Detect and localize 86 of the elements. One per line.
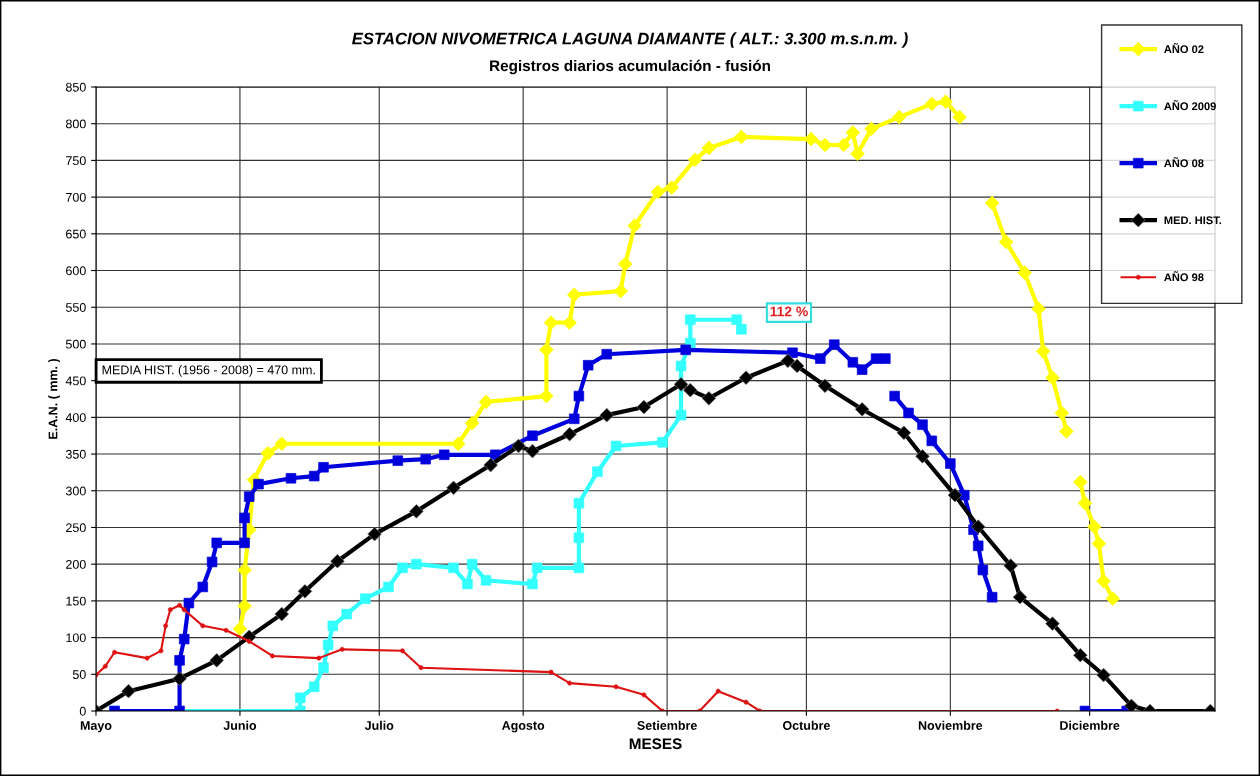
- x-tick-label: Agosto: [501, 721, 545, 733]
- point: [309, 681, 320, 692]
- y-tick-label: 450: [65, 376, 86, 386]
- point: [977, 564, 989, 576]
- point: [854, 402, 870, 417]
- point: [322, 639, 334, 651]
- point: [197, 581, 208, 593]
- point: [1031, 301, 1046, 316]
- x-tick-label: Noviembre: [918, 720, 983, 730]
- point: [734, 129, 749, 145]
- y-tick-label: 700: [66, 192, 86, 202]
- point: [573, 562, 585, 574]
- point: [947, 487, 963, 503]
- point: [341, 608, 352, 620]
- y-tick-label: 600: [66, 266, 86, 276]
- chart-title: ESTACION NIVOMETRICA LAGUNA DIAMANTE ( ALT.: 3.300 m.s.n.m. ): [352, 32, 908, 48]
- legend-label: MED. HIST.: [1164, 216, 1222, 225]
- point: [392, 455, 404, 466]
- point: [685, 314, 696, 325]
- y-tick-label: 200: [66, 559, 86, 569]
- point: [446, 480, 461, 496]
- annotation: 112 %: [770, 306, 808, 317]
- legend-label: AÑO 08: [1164, 157, 1204, 168]
- point: [309, 470, 320, 482]
- point: [675, 409, 687, 421]
- point: [531, 562, 543, 574]
- legend-label: AÑO 98: [1164, 271, 1204, 282]
- point: [618, 256, 633, 272]
- x-tick-label: Octubre: [782, 720, 830, 730]
- point: [683, 382, 698, 398]
- point: [327, 620, 339, 632]
- point: [330, 554, 345, 569]
- point: [211, 537, 222, 549]
- y-tick-label: 100: [66, 633, 86, 643]
- point: [915, 449, 930, 464]
- x-axis-title: MESES: [629, 738, 682, 750]
- y-tick-label: 400: [65, 413, 86, 423]
- x-tick-label: Junio: [223, 720, 257, 730]
- point: [847, 357, 859, 368]
- y-tick-label: 150: [66, 596, 86, 606]
- point: [972, 540, 984, 552]
- point: [121, 683, 136, 699]
- point: [613, 283, 628, 299]
- legend-label: AÑO 2009: [1164, 100, 1216, 111]
- point: [850, 146, 865, 162]
- point: [1073, 474, 1088, 490]
- y-tick-label: 250: [66, 523, 86, 533]
- y-tick-label: 850: [65, 82, 86, 92]
- point: [687, 152, 703, 167]
- y-tick-label: 500: [65, 339, 86, 349]
- point: [569, 413, 580, 425]
- x-tick-label: Julio: [364, 720, 394, 730]
- y-tick-label: 300: [65, 486, 86, 496]
- point: [295, 692, 306, 703]
- y-tick-label: 350: [65, 449, 86, 459]
- point: [420, 453, 431, 465]
- point: [206, 556, 218, 568]
- y-tick-label: 650: [66, 229, 86, 239]
- point: [183, 597, 195, 609]
- y-tick-label: 50: [72, 670, 86, 679]
- point: [511, 438, 526, 454]
- point: [237, 562, 252, 578]
- legend-label: AÑO 02: [1164, 43, 1204, 54]
- point: [817, 378, 833, 394]
- x-tick-label: Mayo: [80, 721, 112, 733]
- chart-subtitle: Registros diarios acumulación - fusión: [490, 59, 770, 75]
- point: [573, 390, 585, 402]
- point: [1096, 573, 1111, 589]
- x-tick-label: Setiembre: [637, 720, 697, 730]
- point: [896, 425, 912, 440]
- point: [539, 342, 554, 358]
- point: [1096, 667, 1111, 683]
- y-tick-label: 800: [65, 119, 86, 129]
- x-tick-label: Diciembre: [1060, 720, 1120, 730]
- y-tick-label: 550: [65, 303, 86, 312]
- point: [675, 360, 687, 372]
- annotation: MEDIA HIST. (1956 - 2008) = 470 mm.: [102, 365, 315, 377]
- point: [601, 349, 612, 360]
- y-tick-label: 0: [79, 706, 86, 716]
- y-tick-label: 750: [66, 156, 86, 166]
- point: [1077, 496, 1093, 511]
- y-axis-title: E.A.N. ( mm. ): [48, 358, 60, 439]
- point: [845, 125, 861, 140]
- point: [952, 109, 967, 125]
- point: [232, 621, 248, 636]
- point: [829, 339, 840, 350]
